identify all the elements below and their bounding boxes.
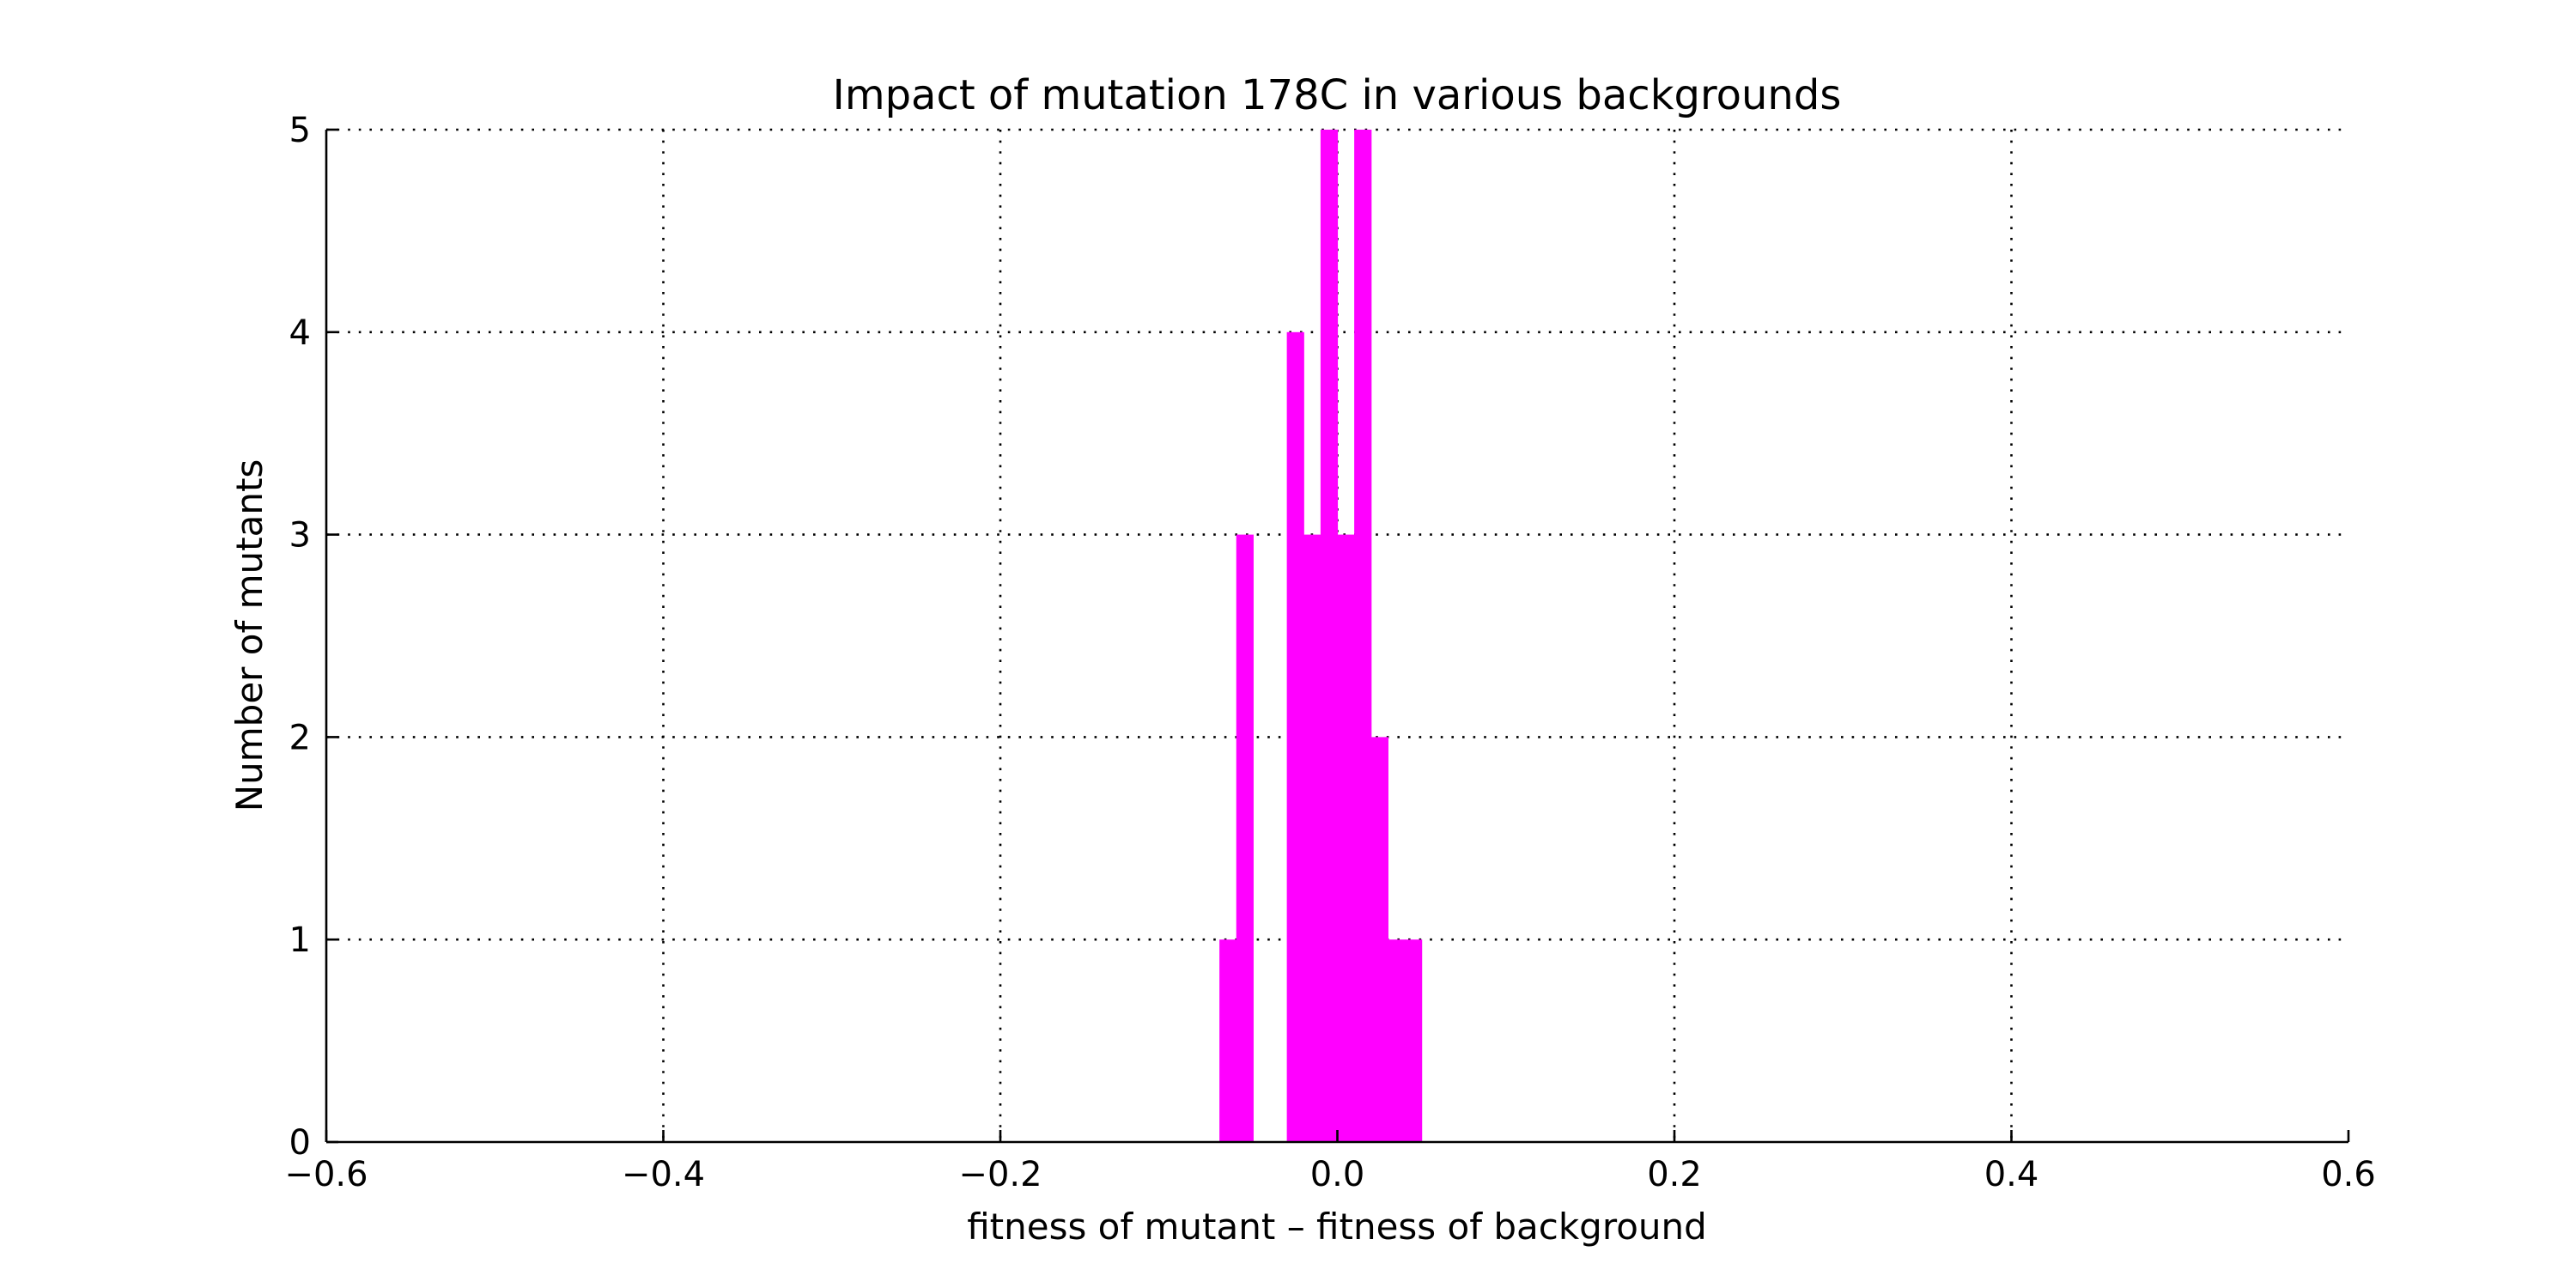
y-tick-label: 4 xyxy=(289,313,311,353)
x-tick-label: −0.4 xyxy=(622,1155,705,1194)
x-tick-label: 0.6 xyxy=(2321,1155,2376,1194)
x-tick-label: −0.2 xyxy=(958,1155,1042,1194)
x-tick-labels: −0.6 −0.4 −0.2 0.0 0.2 0.4 0.6 xyxy=(284,1155,2375,1194)
histogram-bar xyxy=(1236,534,1254,1142)
axes xyxy=(325,128,2350,1144)
histogram-bar xyxy=(1303,534,1321,1142)
y-tick-label: 1 xyxy=(289,920,311,960)
histogram-bar xyxy=(1219,939,1237,1142)
y-tick-label: 2 xyxy=(289,718,311,757)
chart-title: Impact of mutation 178C in various backg… xyxy=(833,71,1842,119)
y-tick-label: 5 xyxy=(289,111,311,150)
x-tick-label: 0.0 xyxy=(1310,1155,1365,1194)
histogram-bar xyxy=(1354,130,1372,1142)
histogram-bar xyxy=(1337,534,1355,1142)
x-tick-label: 0.2 xyxy=(1647,1155,1702,1194)
x-tick-label: 0.4 xyxy=(1984,1155,2039,1194)
histogram-bar xyxy=(1405,939,1423,1142)
histogram-bars xyxy=(1219,130,1423,1142)
y-axis-title: Number of mutants xyxy=(228,459,270,812)
histogram-bar xyxy=(1320,130,1339,1142)
y-tick-labels: 0 1 2 3 4 5 xyxy=(289,111,311,1163)
x-tick-label: −0.6 xyxy=(284,1155,368,1194)
y-tick-label: 3 xyxy=(289,516,311,556)
histogram-bar xyxy=(1370,737,1388,1142)
histogram-bar xyxy=(1286,331,1304,1142)
histogram-bar xyxy=(1388,939,1406,1142)
x-axis-title: fitness of mutant – fitness of backgroun… xyxy=(967,1206,1707,1248)
y-tick-label: 0 xyxy=(289,1123,311,1163)
grid-lines xyxy=(326,128,2348,1142)
